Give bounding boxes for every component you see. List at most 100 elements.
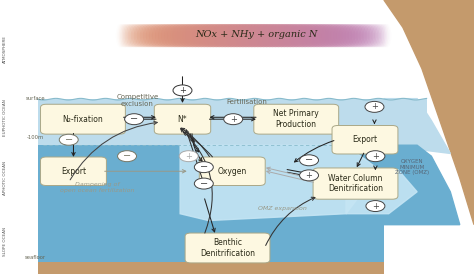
Ellipse shape <box>295 24 304 47</box>
Ellipse shape <box>219 24 227 47</box>
Ellipse shape <box>214 24 222 47</box>
Ellipse shape <box>188 24 197 47</box>
Bar <box>38 99 427 145</box>
Text: −: − <box>123 151 131 161</box>
Ellipse shape <box>373 24 381 47</box>
Ellipse shape <box>167 24 175 47</box>
Ellipse shape <box>365 24 374 47</box>
Ellipse shape <box>206 24 215 47</box>
Ellipse shape <box>253 24 262 47</box>
Ellipse shape <box>220 24 228 47</box>
Ellipse shape <box>158 24 166 47</box>
Text: Oxygen: Oxygen <box>218 167 247 176</box>
Ellipse shape <box>246 24 254 47</box>
Text: +: + <box>371 102 378 111</box>
FancyArrowPatch shape <box>192 134 202 161</box>
FancyArrowPatch shape <box>210 116 256 119</box>
Ellipse shape <box>163 24 171 47</box>
Ellipse shape <box>297 24 305 47</box>
Ellipse shape <box>318 24 327 47</box>
Polygon shape <box>180 145 379 221</box>
Circle shape <box>366 151 385 162</box>
FancyArrowPatch shape <box>70 121 157 180</box>
Ellipse shape <box>292 24 301 47</box>
Ellipse shape <box>341 24 349 47</box>
Ellipse shape <box>239 24 248 47</box>
Ellipse shape <box>324 24 333 47</box>
FancyArrowPatch shape <box>357 153 364 166</box>
Ellipse shape <box>123 24 132 47</box>
FancyArrowPatch shape <box>105 170 186 173</box>
Ellipse shape <box>202 24 210 47</box>
Text: ATMOSPHERE: ATMOSPHERE <box>3 35 7 63</box>
Circle shape <box>365 101 384 112</box>
Ellipse shape <box>141 24 150 47</box>
Text: N*: N* <box>178 115 187 124</box>
Bar <box>38 262 384 274</box>
Circle shape <box>125 114 144 125</box>
Ellipse shape <box>255 24 263 47</box>
Ellipse shape <box>327 24 336 47</box>
Text: Competitive
exclusion: Competitive exclusion <box>116 93 159 107</box>
Ellipse shape <box>199 24 207 47</box>
Bar <box>38 145 384 262</box>
Ellipse shape <box>210 24 218 47</box>
Ellipse shape <box>120 24 129 47</box>
Ellipse shape <box>165 24 174 47</box>
Ellipse shape <box>378 24 387 47</box>
Ellipse shape <box>224 24 233 47</box>
Ellipse shape <box>322 24 331 47</box>
Ellipse shape <box>182 24 191 47</box>
Ellipse shape <box>339 24 347 47</box>
Circle shape <box>300 170 319 181</box>
Ellipse shape <box>229 24 237 47</box>
Ellipse shape <box>279 24 287 47</box>
Ellipse shape <box>208 24 216 47</box>
Ellipse shape <box>270 24 278 47</box>
Ellipse shape <box>194 24 203 47</box>
Ellipse shape <box>132 24 141 47</box>
Ellipse shape <box>215 24 224 47</box>
Ellipse shape <box>348 24 357 47</box>
Ellipse shape <box>309 24 318 47</box>
Ellipse shape <box>285 24 293 47</box>
Ellipse shape <box>173 24 182 47</box>
Ellipse shape <box>310 24 319 47</box>
Ellipse shape <box>294 24 302 47</box>
Ellipse shape <box>286 24 295 47</box>
Ellipse shape <box>160 24 168 47</box>
Ellipse shape <box>304 24 313 47</box>
Ellipse shape <box>319 24 328 47</box>
Ellipse shape <box>268 24 277 47</box>
Ellipse shape <box>136 24 144 47</box>
Ellipse shape <box>337 24 346 47</box>
Ellipse shape <box>308 24 316 47</box>
Ellipse shape <box>161 24 170 47</box>
Ellipse shape <box>149 24 157 47</box>
Circle shape <box>118 151 137 162</box>
Ellipse shape <box>259 24 268 47</box>
Ellipse shape <box>321 24 329 47</box>
Text: −: − <box>200 162 208 172</box>
Ellipse shape <box>300 24 309 47</box>
Text: seafloor: seafloor <box>25 255 46 260</box>
Text: Benthic
Denitrification: Benthic Denitrification <box>200 238 255 258</box>
Ellipse shape <box>126 24 135 47</box>
FancyArrowPatch shape <box>124 116 155 119</box>
Ellipse shape <box>191 24 200 47</box>
Ellipse shape <box>330 24 338 47</box>
FancyArrowPatch shape <box>210 118 255 121</box>
Polygon shape <box>346 170 417 214</box>
FancyBboxPatch shape <box>155 104 210 134</box>
Ellipse shape <box>128 24 137 47</box>
Ellipse shape <box>350 24 358 47</box>
FancyArrowPatch shape <box>183 132 212 157</box>
Ellipse shape <box>223 24 231 47</box>
Ellipse shape <box>250 24 259 47</box>
Ellipse shape <box>154 24 162 47</box>
Ellipse shape <box>155 24 164 47</box>
Circle shape <box>366 201 385 212</box>
Polygon shape <box>384 145 460 225</box>
Ellipse shape <box>176 24 185 47</box>
Text: Net Primary
Production: Net Primary Production <box>273 110 319 129</box>
